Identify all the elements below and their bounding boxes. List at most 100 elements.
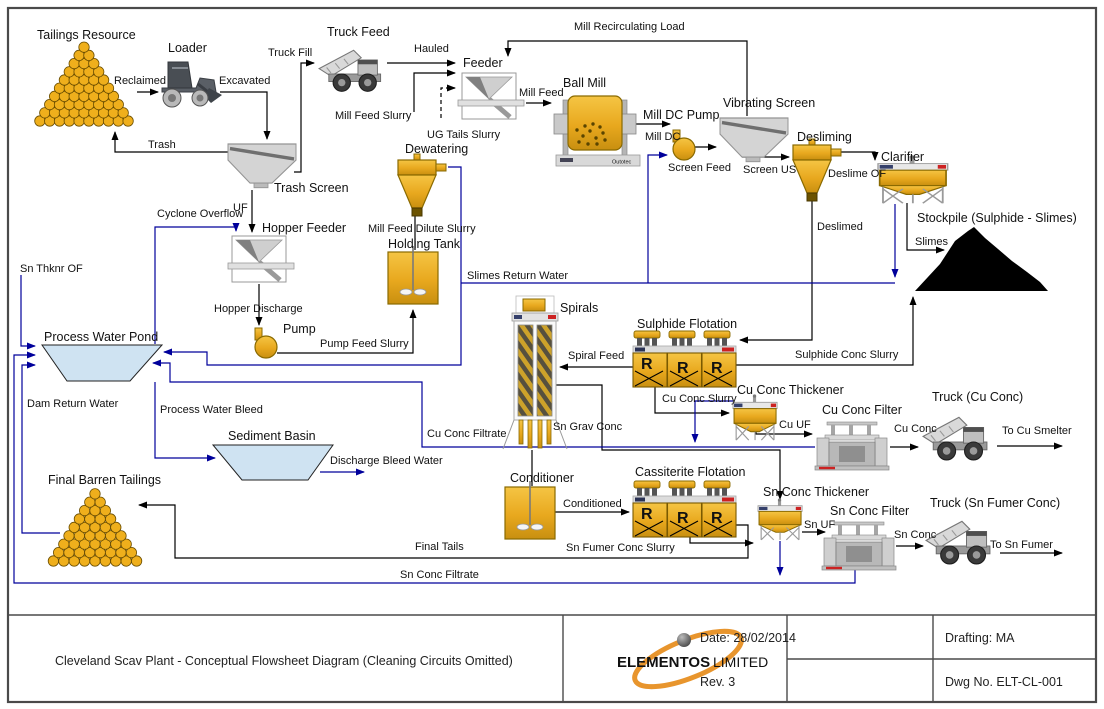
label-desl imed: Deslimed: [817, 221, 863, 233]
ball-mill-brand: Outotec: [612, 160, 632, 166]
label-to-sn-fumer: To Sn Fumer: [990, 539, 1053, 551]
label-hauled: Hauled: [414, 43, 449, 55]
line-dam-return-water: [21, 361, 60, 534]
label-sn-grav-conc: Sn Grav Conc: [553, 421, 623, 433]
stream-labels: Reclaimed Excavated Truck Fill Trash Hau…: [20, 21, 1072, 581]
flotation-cell-letters: R R R R R R: [641, 356, 723, 527]
label-conditioned: Conditioned: [563, 498, 622, 510]
svg-text:R: R: [677, 360, 689, 377]
line-cu-conc-slurry: [654, 387, 730, 417]
sn-conc-thickener-icon: [757, 497, 803, 541]
label-sn-conc-filter: Sn Conc Filter: [830, 504, 909, 518]
label-sn-conc: Sn Conc: [894, 529, 937, 541]
label-feeder: Feeder: [463, 56, 503, 70]
process-water-pond-icon: [41, 344, 164, 382]
label-hopper-discharge: Hopper Discharge: [214, 303, 303, 315]
label-pump: Pump: [283, 322, 316, 336]
label-sediment-basin: Sediment Basin: [228, 429, 316, 443]
label-trash-screen: Trash Screen: [274, 181, 349, 195]
line-trash: [111, 131, 228, 153]
titleblock-drafting: Drafting: MA: [945, 631, 1015, 645]
line-slimes: [906, 203, 945, 254]
label-cu-uf: Cu UF: [779, 419, 811, 431]
label-slimes-return-water: Slimes Return Water: [467, 270, 568, 282]
label-trash: Trash: [148, 139, 176, 151]
label-truck-feed: Truck Feed: [327, 25, 390, 39]
line-sn-thknr-of: [20, 275, 36, 350]
label-sulphide-flotation: Sulphide Flotation: [637, 317, 737, 331]
label-hopper-feeder: Hopper Feeder: [262, 221, 346, 235]
label-cu-conc: Cu Conc: [894, 423, 937, 435]
label-mill-dc: Mill DC: [645, 131, 680, 143]
line-dewatering-of-return: [163, 166, 462, 366]
line-process-water-bleed: [154, 382, 216, 462]
label-ball-mill: Ball Mill: [563, 76, 606, 90]
vibrating-screen-icon: [718, 116, 790, 164]
drawing-title: Cleveland Scav Plant - Conceptual Flowsh…: [55, 654, 513, 668]
label-cu-conc-filtrate: Cu Conc Filtrate: [427, 428, 506, 440]
label-mill-feed-slurry: Mill Feed Slurry: [335, 110, 412, 122]
line-cu-conc-filtrate: [152, 359, 815, 448]
svg-text:R: R: [711, 360, 723, 377]
stockpile-icon: [915, 227, 1048, 291]
label-final-barren-tailings: Final Barren Tailings: [48, 473, 161, 487]
titleblock-dwg-no: Dwg No. ELT-CL-001: [945, 675, 1063, 689]
label-stockpile: Stockpile (Sulphide - Slimes): [917, 211, 1077, 225]
line-mill-feed-slurry: [413, 69, 456, 112]
label-tailings-resource: Tailings Resource: [37, 28, 136, 42]
line-sn-grav-conc: [556, 384, 784, 500]
label-pump-feed-slurry: Pump Feed Slurry: [320, 338, 409, 350]
spirals-icon: [502, 295, 568, 450]
line-sn-conc-filtrate: [13, 351, 856, 584]
logo-ball-icon: [677, 633, 691, 647]
label-cu-conc-filter: Cu Conc Filter: [822, 403, 902, 417]
page-border: [6, 6, 1098, 704]
line-cu-thickener-of: [691, 400, 733, 443]
label-truck-sn: Truck (Sn Fumer Conc): [930, 496, 1060, 510]
ball-mill-icon: Outotec: [553, 95, 641, 167]
svg-text:R: R: [711, 510, 723, 527]
label-truck-fill: Truck Fill: [268, 47, 312, 59]
truck-sn-fumer-icon: [925, 520, 991, 565]
pump-icon: [254, 327, 278, 359]
line-deslimed: [739, 201, 813, 344]
final-barren-tailings-pile-icon: [47, 488, 143, 567]
label-sn-thknr-of: Sn Thknr OF: [20, 263, 83, 275]
label-mill-feed: Mill Feed: [519, 87, 564, 99]
label-excavated: Excavated: [219, 75, 270, 87]
label-slimes: Slimes: [915, 236, 949, 248]
company-logo: ELEMENTOS LIMITED: [617, 628, 768, 690]
equipment-labels: Tailings Resource Loader Truck Feed Tras…: [37, 25, 1077, 518]
sediment-basin-icon: [211, 444, 334, 481]
label-final-tails: Final Tails: [415, 541, 464, 553]
label-sn-conc-filtrate: Sn Conc Filtrate: [400, 569, 479, 581]
label-dam-return-water: Dam Return Water: [27, 398, 119, 410]
label-truck-cu: Truck (Cu Conc): [932, 390, 1023, 404]
label-process-water-pond: Process Water Pond: [44, 330, 158, 344]
label-spiral-feed: Spiral Feed: [568, 350, 624, 362]
feeder-icon: [458, 73, 524, 119]
hopper-feeder-icon: [228, 236, 294, 282]
label-process-water-bleed: Process Water Bleed: [160, 404, 263, 416]
label-screen-us: Screen US: [743, 164, 796, 176]
label-cu-conc-thickener: Cu Conc Thickener: [737, 383, 844, 397]
label-desliming: Desliming: [797, 130, 852, 144]
truck-feed-icon: [318, 49, 382, 92]
label-sulphide-conc-slurry: Sulphide Conc Slurry: [795, 349, 899, 361]
label-mill-recirculating-load: Mill Recirculating Load: [574, 21, 685, 33]
label-vibrating-screen: Vibrating Screen: [723, 96, 815, 110]
label-holding-tank: Holding Tank: [388, 237, 461, 251]
company-name: ELEMENTOS: [617, 654, 710, 671]
label-sn-conc-thickener: Sn Conc Thickener: [763, 485, 869, 499]
label-clarifier: Clarifier: [881, 150, 924, 164]
solids-stream-lines: [111, 40, 1063, 559]
label-reclaimed: Reclaimed: [114, 75, 166, 87]
tailings-resource-pile-icon: [34, 41, 134, 127]
line-pump-dilution-water: [647, 151, 668, 283]
svg-text:R: R: [641, 356, 653, 373]
line-final-tails: [138, 501, 749, 559]
label-cyclone-overflow: Cyclone Overflow: [157, 208, 243, 220]
line-excavated: [220, 91, 271, 140]
